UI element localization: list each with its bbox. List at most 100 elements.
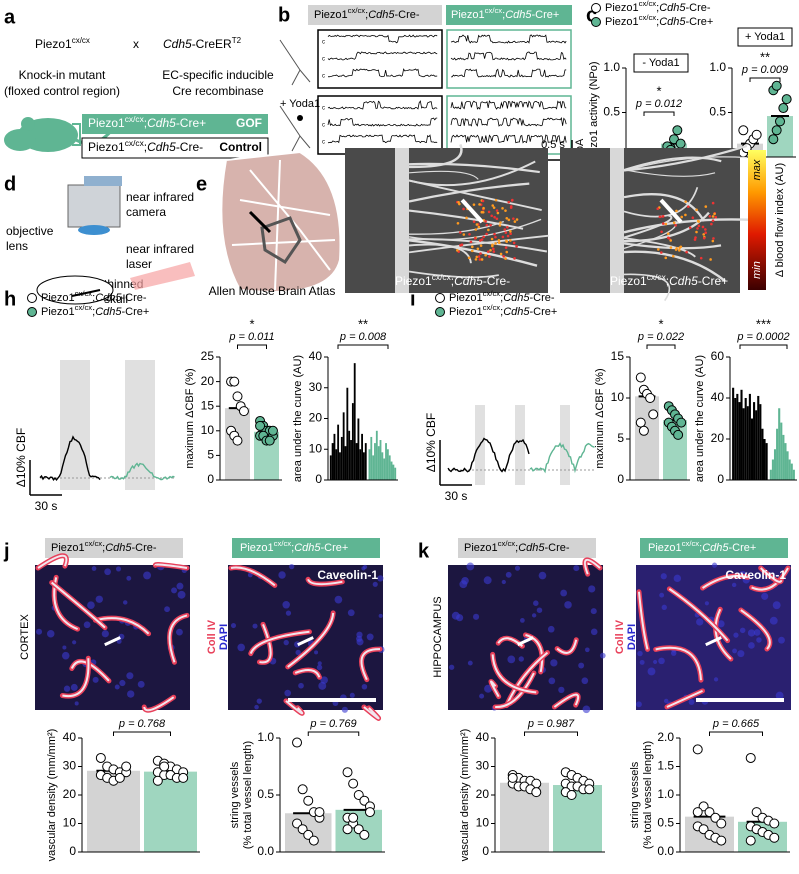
flow-spot	[709, 258, 712, 261]
bar	[738, 402, 741, 480]
strain-part: -CreER	[192, 37, 232, 51]
flow-spot	[664, 222, 668, 226]
flow-spot	[694, 236, 697, 239]
genotype-part: ;	[699, 542, 702, 554]
y-tick-label: 0.0	[257, 844, 274, 858]
flow-spot	[499, 221, 502, 224]
data-point	[698, 824, 709, 835]
p-value: p = 0.768	[118, 718, 166, 730]
vessel-white	[751, 567, 789, 591]
vessel-white	[363, 706, 380, 720]
flow-spot	[504, 209, 507, 212]
arrow	[248, 210, 272, 234]
y-axis-label: (% total vessel length)	[642, 741, 654, 849]
flow-spot	[486, 250, 490, 253]
data-point	[152, 775, 163, 786]
genotype-label: Piezo1cx/cx;Cdh5-Cre+	[451, 6, 559, 21]
genotype-label: Piezo1cx/cx;Cdh5-Cre+	[648, 539, 756, 554]
vessel-white	[285, 700, 304, 715]
cbf-trace	[529, 442, 595, 474]
nucleus	[581, 677, 589, 685]
nucleus	[252, 623, 258, 629]
genotype-part: Cdh5	[503, 292, 530, 304]
nucleus	[91, 566, 97, 571]
bar	[385, 443, 387, 480]
nucleus	[356, 631, 363, 638]
genotype-part: Piezo1	[41, 292, 75, 304]
nucleus	[599, 652, 606, 659]
bar	[375, 430, 378, 480]
genotype-part: ;	[666, 274, 669, 288]
data-point	[314, 807, 325, 818]
flow-spot	[667, 237, 671, 240]
flow-spot	[657, 248, 660, 251]
data-point	[771, 80, 782, 91]
flow-spot	[478, 258, 482, 261]
genotype-part: ;	[515, 542, 518, 554]
lens	[78, 225, 110, 235]
data-point	[716, 818, 727, 829]
data-point	[364, 807, 375, 818]
bar	[351, 403, 354, 480]
label: Coll IV	[206, 619, 218, 654]
region-label: CORTEX	[19, 614, 31, 660]
bar	[771, 459, 774, 480]
data-point	[769, 818, 780, 829]
nucleus	[282, 601, 290, 609]
data-point	[348, 812, 359, 823]
label: Δ10% CBF	[424, 413, 438, 472]
flow-spot	[474, 228, 478, 231]
bar	[792, 469, 795, 480]
flow-spot	[691, 216, 695, 219]
data-point	[692, 807, 703, 818]
bar	[379, 440, 382, 480]
data-point	[751, 807, 762, 818]
nucleus	[92, 676, 99, 683]
bar	[357, 418, 360, 480]
genotype-part: -Cre+	[122, 306, 150, 318]
trace	[327, 134, 438, 144]
data-point	[229, 376, 240, 387]
flow-spot	[495, 209, 499, 212]
flow-spot	[704, 205, 708, 208]
genotype-part: Cdh5	[518, 542, 545, 554]
vessel-white	[505, 651, 549, 707]
flow-spot	[497, 241, 501, 245]
bar	[381, 452, 384, 480]
genotype-part: Piezo1	[51, 542, 85, 554]
y-tick-label: 0.5	[603, 105, 620, 119]
y-axis-label: maximum ΔCBF (%)	[594, 368, 606, 468]
flow-spot	[660, 251, 663, 254]
bar	[363, 452, 365, 480]
data-point	[348, 778, 359, 789]
flow-spot	[509, 232, 512, 236]
strain-part: Cdh5	[163, 37, 192, 51]
flow-spot	[479, 252, 482, 255]
vessel-white	[525, 633, 544, 673]
nucleus	[584, 647, 590, 653]
flow-spot	[495, 217, 499, 221]
data-point	[159, 761, 170, 772]
genotype-part: -Cre+	[530, 306, 558, 318]
nucleus	[230, 622, 237, 629]
nucleus	[448, 664, 455, 670]
yoda-dot	[297, 115, 303, 121]
bar	[732, 387, 735, 480]
bar	[748, 393, 751, 480]
genotype-label: Piezo1cx/cx;Cdh5-Cre+	[605, 13, 713, 28]
flow-spot	[487, 210, 491, 214]
genotype-part: cx/cx	[85, 539, 103, 548]
genotype-label: Piezo1cx/cx;Cdh5-Cre-	[314, 6, 420, 21]
label: camera	[126, 205, 166, 219]
genotype-part: Cdh5	[659, 16, 686, 28]
strain-part: cx/cx	[72, 36, 90, 45]
nucleus	[639, 659, 645, 665]
flow-spot	[711, 219, 715, 222]
genotype-part: cx/cx	[485, 6, 503, 15]
trace	[327, 68, 438, 78]
y-tick-label: 1.0	[709, 60, 726, 74]
nucleus	[514, 565, 521, 571]
data-point	[638, 425, 649, 436]
label: Knock-in mutant	[19, 68, 106, 82]
flow-spot	[496, 211, 500, 215]
